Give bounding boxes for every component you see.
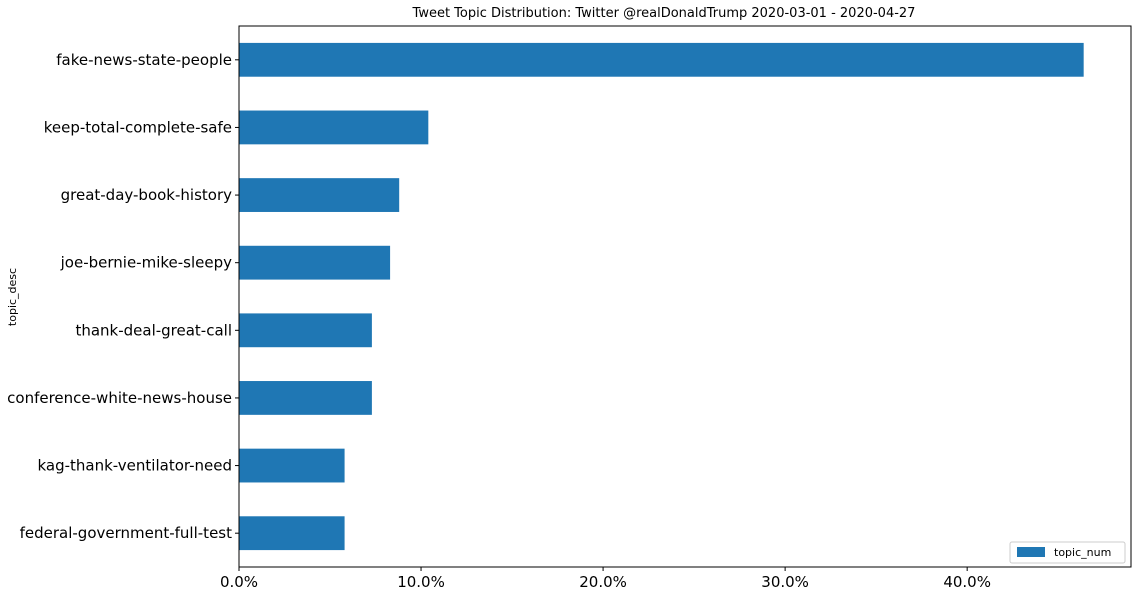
x-tick-label: 10.0% <box>397 573 445 591</box>
category-labels: fake-news-state-people keep-total-complet… <box>7 51 239 542</box>
bar-keep-total-complete-safe <box>239 110 429 145</box>
plot-frame <box>238 25 1132 568</box>
x-tick-label: 20.0% <box>579 573 627 591</box>
x-tick-label: 40.0% <box>943 573 991 591</box>
category-label: thank-deal-great-call <box>75 321 232 339</box>
bar-federal-government-full-test <box>239 516 345 551</box>
bar-joe-bernie-mike-sleepy <box>239 245 391 280</box>
category-label: kag-thank-ventilator-need <box>37 457 232 475</box>
bar-kag-thank-ventilator-need <box>239 448 345 483</box>
legend-swatch <box>1017 547 1045 557</box>
category-label: joe-bernie-mike-sleepy <box>60 254 232 272</box>
chart-title: Tweet Topic Distribution: Twitter @realD… <box>412 6 916 21</box>
category-label: conference-white-news-house <box>7 389 232 407</box>
category-label: fake-news-state-people <box>56 51 232 69</box>
bars-group <box>239 42 1084 551</box>
bar-thank-deal-great-call <box>239 313 372 348</box>
x-tick-label: 0.0% <box>220 573 258 591</box>
bar-conference-white-news-house <box>239 381 372 415</box>
category-label: great-day-book-history <box>61 186 233 204</box>
bar-great-day-book-history <box>239 178 400 212</box>
x-ticks: 0.0% 10.0% 20.0% 30.0% 40.0% <box>220 567 991 591</box>
legend: topic_num <box>1009 541 1126 564</box>
bar-fake-news-state-people <box>239 42 1084 77</box>
category-label: federal-government-full-test <box>20 524 233 542</box>
category-label: keep-total-complete-safe <box>44 118 232 136</box>
y-axis-label: topic_desc <box>6 268 19 326</box>
legend-label: topic_num <box>1054 546 1111 559</box>
x-tick-label: 30.0% <box>761 573 809 591</box>
